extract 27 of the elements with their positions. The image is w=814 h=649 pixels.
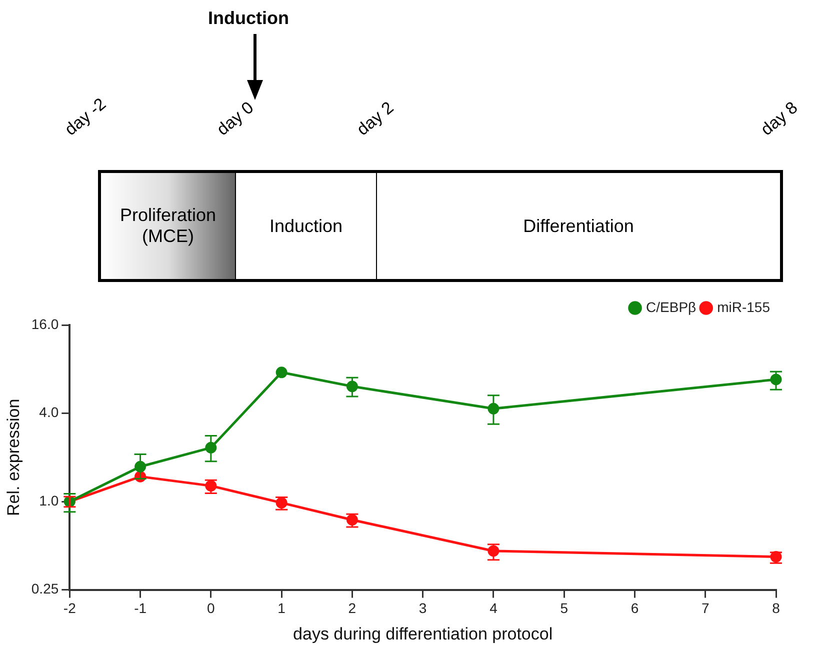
x-tick-label: 8	[772, 600, 780, 616]
legend-label: miR-155	[717, 298, 770, 315]
legend-label: C/EBPβ	[646, 298, 696, 315]
x-tick-label: -1	[134, 600, 147, 616]
x-tick-label: 4	[490, 600, 498, 616]
text: Differentiation	[522, 214, 635, 238]
x-tick-label: 2	[348, 600, 356, 616]
text: Induction	[268, 214, 344, 238]
text: day 2	[353, 98, 398, 140]
x-tick-label: 7	[701, 600, 710, 616]
point	[276, 366, 288, 378]
x-tick-label: 1	[278, 600, 286, 616]
text: day 0	[213, 98, 258, 140]
text: day 8	[757, 98, 802, 140]
text: Induction	[208, 8, 289, 29]
x-tick-label: 5	[560, 600, 568, 616]
y-tick-label: 0.25	[31, 580, 59, 597]
x-tick-label: 0	[207, 600, 216, 616]
y-tick-label: 16.0	[31, 316, 59, 332]
x-axis-title: days during differentiation protocol	[293, 624, 553, 644]
x-tick-label: 3	[418, 600, 427, 616]
x-tick-label: -2	[63, 600, 76, 616]
text: day -2	[61, 94, 110, 140]
y-axis-title: Rel. expression	[4, 398, 23, 516]
y-tick-label: 4.0	[39, 404, 59, 420]
y-tick-label: 1.0	[39, 492, 59, 508]
x-tick-label: 6	[630, 600, 639, 616]
